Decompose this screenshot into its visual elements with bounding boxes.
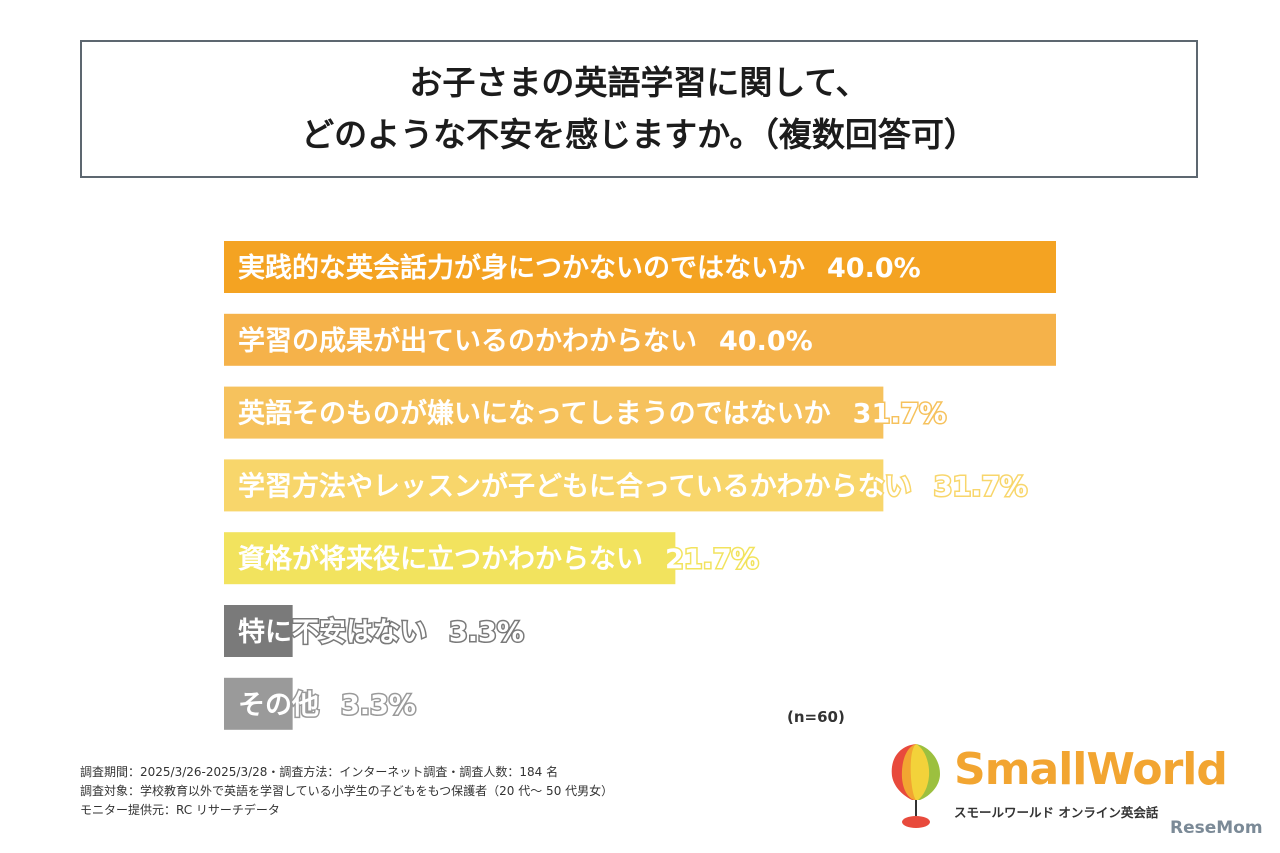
balloon-stripe-5 <box>916 744 930 800</box>
category-label-4: 学習方法やレッスンが子どもに合っているかわからない <box>238 470 912 502</box>
value-label-6: 3.3% <box>449 617 524 648</box>
bar-label-3: 英語そのものが嫌いになってしまうのではないか 31.7% <box>238 398 946 430</box>
category-label-1: 実践的な英会話力が身につかないのではないか <box>238 252 805 284</box>
bar-7 <box>224 677 293 730</box>
value-label-5: 21.7% <box>665 544 759 575</box>
smallworld-logo: SmallWorld スモールワールド オンライン英会話 <box>884 738 1228 834</box>
category-label-5: 資格が将来役に立つかわからない <box>238 543 643 575</box>
bar-label-7: その他 3.3% <box>238 690 416 721</box>
value-label-4: 31.7% <box>934 471 1028 502</box>
monitor-provider: モニター提供元：RC リサーチデータ <box>80 803 280 817</box>
bar-6 <box>224 605 293 657</box>
value-label-1: 40.0% <box>827 253 921 284</box>
bar-1 <box>224 241 1056 293</box>
value-label-2: 40.0% <box>719 326 813 357</box>
logo-subtitle: スモールワールド オンライン英会話 <box>954 805 1159 820</box>
bar-label-5: 資格が将来役に立つかわからない 21.7% <box>238 543 759 575</box>
sample-size-note: (n=60) <box>787 708 845 726</box>
survey-target: 調査対象：学校教育以外で英語を学習している小学生の子どもをもつ保護者（20 代〜… <box>80 784 614 798</box>
logo-wordmark: SmallWorld <box>954 744 1228 795</box>
category-label-3: 英語そのものが嫌いになってしまうのではないか <box>238 398 831 430</box>
category-label-7: その他 <box>238 690 319 721</box>
category-label-6: 特に不安はない <box>238 617 427 648</box>
value-label-3: 31.7% <box>853 399 947 430</box>
balloon-basket <box>902 816 930 828</box>
resemom-watermark: ReseMom <box>1170 818 1263 838</box>
category-label-2: 学習の成果が出ているのかわからない <box>238 325 697 357</box>
chart-title-line-2: どのような不安を感じますか。（複数回答可） <box>301 115 977 154</box>
bar-4 <box>224 459 884 512</box>
bar-3 <box>224 386 884 439</box>
bar-label-4: 学習方法やレッスンが子どもに合っているかわからない 31.7% <box>238 470 1027 502</box>
bar-5 <box>224 532 676 585</box>
value-label-7: 3.3% <box>341 690 416 721</box>
balloon-icon <box>891 744 940 828</box>
title-box: お子さまの英語学習に関して、 どのような不安を感じますか。（複数回答可） <box>80 40 1198 178</box>
survey-footer: 調査期間：2025/3/26-2025/3/28・調査方法：インターネット調査・… <box>80 763 613 820</box>
bar-label-2: 学習の成果が出ているのかわからない 40.0% <box>238 325 813 357</box>
bar-label-6: 特に不安はない 3.3% <box>238 617 524 648</box>
bar-label-1: 実践的な英会話力が身につかないのではないか 40.0% <box>238 252 921 284</box>
bar-2 <box>224 313 1056 366</box>
chart-title-line-1: お子さまの英語学習に関して、 <box>409 63 869 102</box>
balloon-stripe-3 <box>910 744 916 800</box>
survey-period: 調査期間：2025/3/26-2025/3/28・調査方法：インターネット調査・… <box>80 765 559 779</box>
